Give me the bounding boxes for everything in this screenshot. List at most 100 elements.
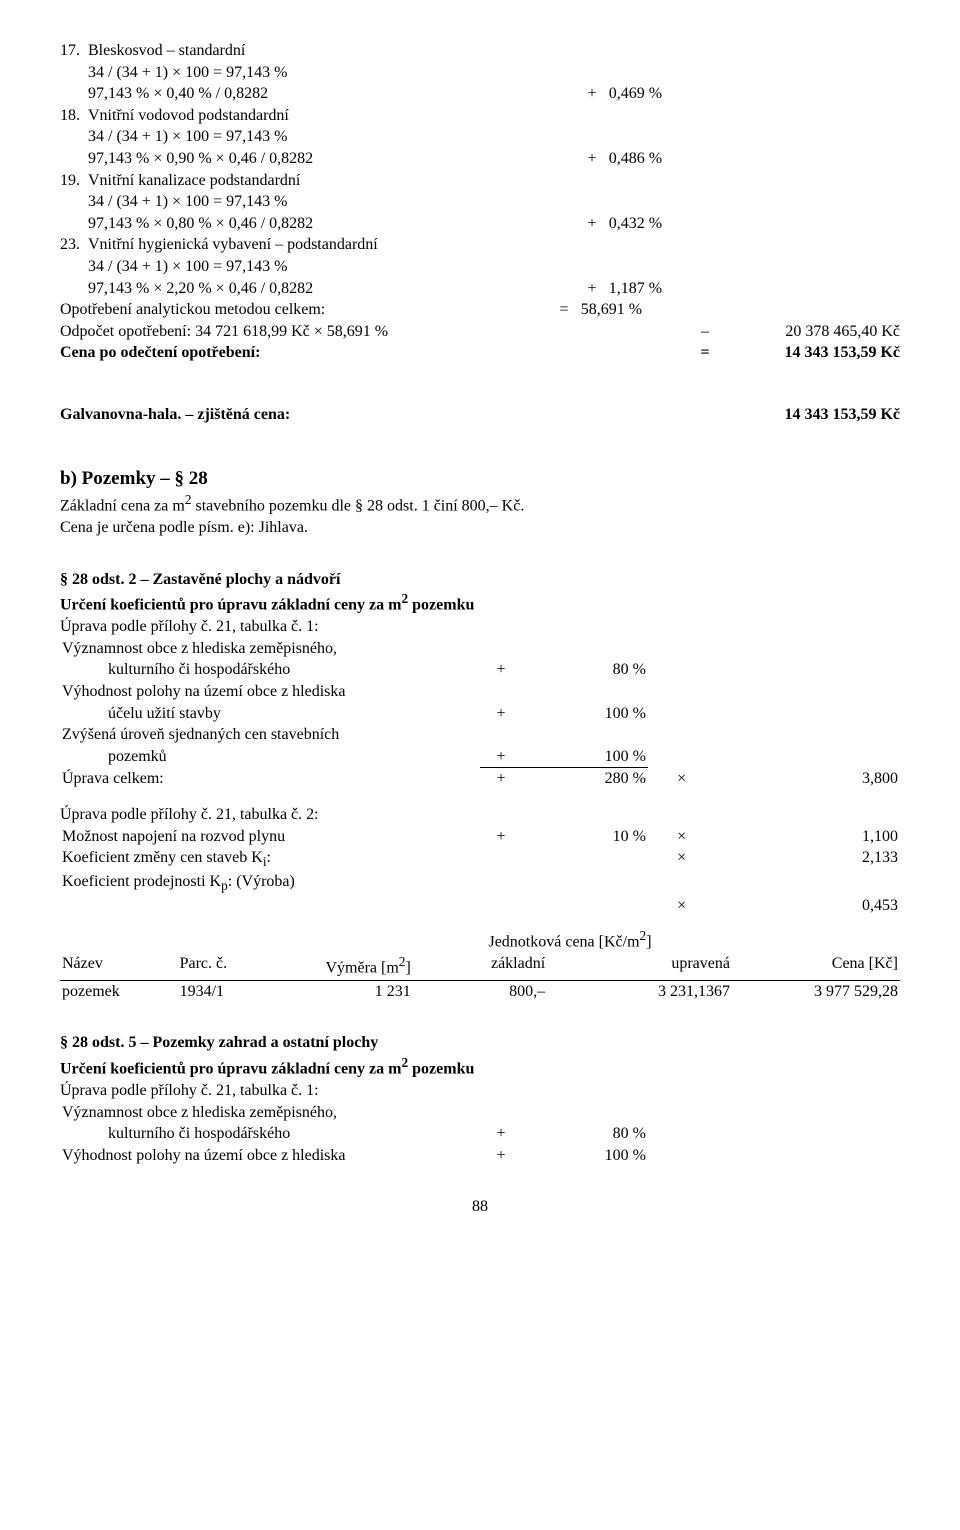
text: Určení koeficientů pro úpravu základní c… — [60, 597, 401, 614]
cell-zakladni: 800,– — [413, 981, 547, 1003]
cell-parc: 1934/1 — [178, 981, 279, 1003]
s28-2-u3: Úprava podle přílohy č. 21, tabulka č. 2… — [60, 804, 900, 826]
summary-row-2: Odpočet opotřebení: 34 721 618,99 Kč × 5… — [60, 321, 900, 343]
item-title: Bleskosvod – standardní — [88, 40, 245, 62]
summary-val: 58,691 % — [581, 299, 900, 321]
sup-2: 2 — [185, 492, 192, 507]
cell-upravena: 3 231,1367 — [547, 981, 732, 1003]
row-op: + — [480, 1123, 522, 1145]
row-op: + — [480, 826, 522, 848]
unit-table-row: pozemek 1934/1 1 231 800,– 3 231,1367 3 … — [60, 981, 900, 1003]
col-zakladni: základní — [413, 953, 547, 979]
item-num: 17. — [60, 40, 88, 62]
item-23-calc: 34 / (34 + 1) × 100 = 97,143 % — [60, 256, 900, 278]
galvanovna-row: Galvanovna-hala. – zjištěná cena: 14 343… — [60, 404, 900, 426]
row-text: Možnost napojení na rozvod plynu — [60, 826, 480, 848]
calc-expr: 97,143 % × 0,90 % × 0,46 / 0,8282 — [60, 148, 575, 170]
galvanovna-val: 14 343 153,59 Kč — [720, 404, 900, 426]
item-title: Vnitřní hygienická vybavení – podstandar… — [88, 234, 378, 256]
row-text: Zvýšená úroveň sjednaných cen stavebních — [60, 724, 480, 746]
text: : — [267, 849, 271, 866]
col-parc: Parc. č. — [178, 953, 279, 979]
text: stavebního pozemku dle § 28 odst. 1 činí… — [192, 497, 525, 514]
row-mult: × — [648, 895, 715, 917]
summary-op: = — [690, 342, 720, 364]
item-23-title: 23. Vnitřní hygienická vybavení – podsta… — [60, 234, 900, 256]
summary-row-1: Opotřebení analytickou metodou celkem: =… — [60, 299, 900, 321]
calc-op: + — [575, 213, 609, 235]
row-mult: × — [648, 847, 715, 871]
summary-op: – — [690, 321, 720, 343]
koef-table-1: Významnost obce z hlediska zeměpisného, … — [60, 638, 900, 790]
pozemky-p1: Základní cena za m2 stavebního pozemku d… — [60, 491, 900, 517]
row-pct: 10 % — [522, 826, 648, 848]
unit-price-header: Jednotková cena [Kč/m2] — [60, 927, 900, 953]
item-17-calc: 34 / (34 + 1) × 100 = 97,143 % — [60, 62, 900, 84]
calc-op: + — [575, 148, 609, 170]
row-pct: 280 % — [522, 768, 648, 790]
text: ] — [405, 959, 410, 976]
calc-result: 0,432 % — [609, 213, 928, 235]
row-mult: × — [648, 826, 715, 848]
item-19-title: 19. Vnitřní kanalizace podstandardní — [60, 170, 900, 192]
row-val: 1,100 — [715, 826, 900, 848]
item-17-line: 97,143 % × 0,40 % / 0,8282 + 0,469 % — [60, 83, 900, 105]
item-title: Vnitřní kanalizace podstandardní — [88, 170, 300, 192]
row-pct: 80 % — [522, 1123, 648, 1145]
row-text: pozemků — [60, 746, 480, 769]
row-pct: 100 % — [522, 1145, 648, 1167]
item-18-line: 97,143 % × 0,90 % × 0,46 / 0,8282 + 0,48… — [60, 148, 900, 170]
row-op: + — [480, 1145, 522, 1167]
text: : (Výroba) — [228, 873, 295, 890]
item-18-calc: 34 / (34 + 1) × 100 = 97,143 % — [60, 126, 900, 148]
row-text: Výhodnost polohy na území obce z hledisk… — [60, 681, 480, 703]
summary-label: Opotřebení analytickou metodou celkem: — [60, 299, 547, 321]
cell-vymera: 1 231 — [278, 981, 412, 1003]
pozemky-heading: b) Pozemky – § 28 — [60, 466, 900, 492]
galvanovna-label: Galvanovna-hala. – zjištěná cena: — [60, 404, 720, 426]
calc-op: + — [575, 278, 609, 300]
row-op: + — [480, 703, 522, 725]
cell-nazev: pozemek — [60, 981, 178, 1003]
item-title: Vnitřní vodovod podstandardní — [88, 105, 289, 127]
item-num: 18. — [60, 105, 88, 127]
col-cena: Cena [Kč] — [732, 953, 900, 979]
row-text: kulturního či hospodářského — [60, 659, 480, 681]
koef-table-3: Významnost obce z hlediska zeměpisného, … — [60, 1102, 900, 1167]
row-op: + — [480, 768, 522, 790]
text: Výměra [m — [325, 959, 398, 976]
row-text: Významnost obce z hlediska zeměpisného, — [60, 638, 480, 660]
row-text: Významnost obce z hlediska zeměpisného, — [60, 1102, 480, 1124]
text: Základní cena za m — [60, 497, 185, 514]
s28-5-sub: Určení koeficientů pro úpravu základní c… — [60, 1054, 900, 1080]
calc-expr: 97,143 % × 0,80 % × 0,46 / 0,8282 — [60, 213, 575, 235]
row-text: Výhodnost polohy na území obce z hledisk… — [60, 1145, 480, 1167]
col-vymera: Výměra [m2] — [278, 953, 412, 979]
ki-label: Koeficient změny cen staveb Ki: — [60, 847, 480, 871]
calc-result: 1,187 % — [609, 278, 928, 300]
row-text: kulturního či hospodářského — [60, 1123, 480, 1145]
s28-5-heading: § 28 odst. 5 – Pozemky zahrad a ostatní … — [60, 1032, 900, 1054]
text: Koeficient změny cen staveb K — [62, 849, 263, 866]
s28-2-heading: § 28 odst. 2 – Zastavěné plochy a nádvoř… — [60, 569, 900, 591]
text: pozemku — [408, 597, 474, 614]
s28-2-sub: Určení koeficientů pro úpravu základní c… — [60, 590, 900, 616]
summary-row-3: Cena po odečtení opotřebení: = 14 343 15… — [60, 342, 900, 364]
calc-result: 0,486 % — [609, 148, 928, 170]
col-upravena: upravená — [547, 953, 732, 979]
text: Koeficient prodejnosti K — [62, 873, 221, 890]
koef-table-2: Možnost napojení na rozvod plynu + 10 % … — [60, 826, 900, 918]
summary-label: Odpočet opotřebení: 34 721 618,99 Kč × 5… — [60, 321, 690, 343]
item-17-title: 17. Bleskosvod – standardní — [60, 40, 900, 62]
row-op: + — [480, 659, 522, 681]
item-19-line: 97,143 % × 0,80 % × 0,46 / 0,8282 + 0,43… — [60, 213, 900, 235]
calc-result: 0,469 % — [609, 83, 928, 105]
row-val: 2,133 — [715, 847, 900, 871]
page-number: 88 — [60, 1196, 900, 1218]
item-18-title: 18. Vnitřní vodovod podstandardní — [60, 105, 900, 127]
item-num: 23. — [60, 234, 88, 256]
row-val: 3,800 — [715, 768, 900, 790]
kp-label: Koeficient prodejnosti Kp: (Výroba) — [60, 871, 480, 895]
row-pct: 100 % — [522, 703, 648, 725]
text: Určení koeficientů pro úpravu základní c… — [60, 1060, 401, 1077]
